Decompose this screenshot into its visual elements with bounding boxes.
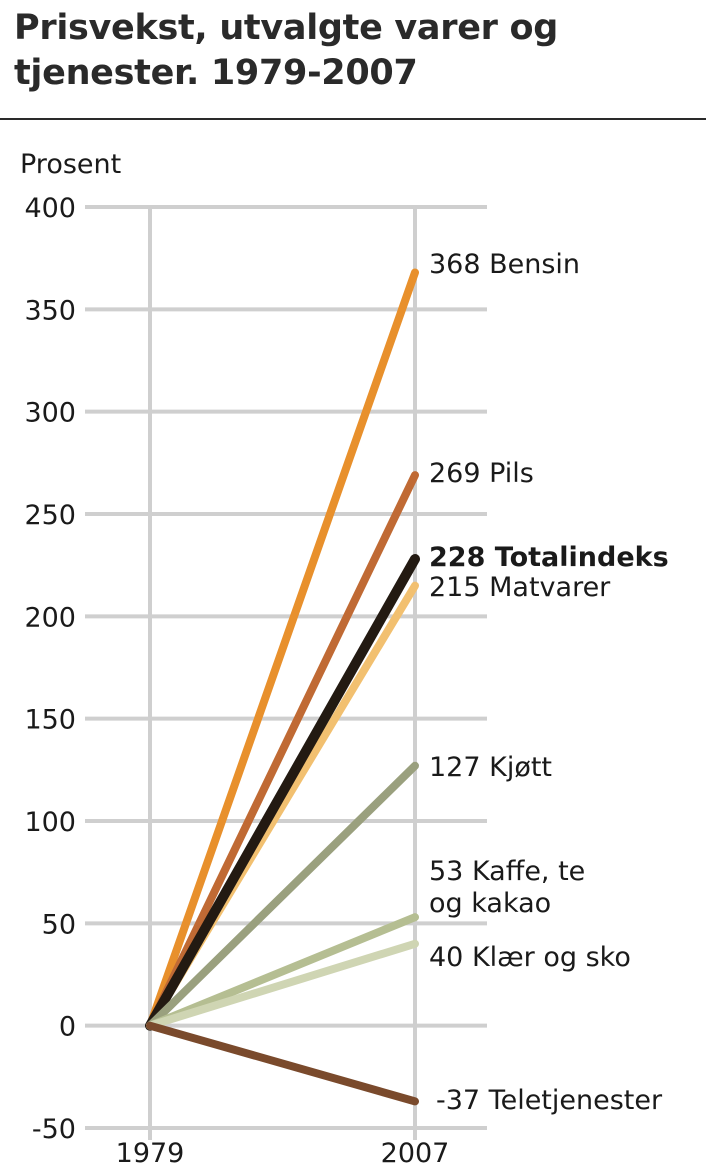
data-label-1-0: 269 Pils bbox=[429, 458, 534, 489]
series-line-6 bbox=[146, 939, 419, 1030]
series-line-0 bbox=[146, 268, 419, 1030]
data-label-7-0: -37 Teletjenester bbox=[436, 1085, 663, 1116]
title-divider bbox=[0, 118, 706, 120]
series-line-4 bbox=[146, 761, 419, 1030]
y-tick-label: 50 bbox=[42, 909, 76, 940]
series-line-5 bbox=[146, 913, 419, 1030]
data-label-6-0: 40 Klær og sko bbox=[429, 942, 631, 973]
y-tick-label: 150 bbox=[24, 705, 76, 736]
x-tick-label: 1979 bbox=[116, 1138, 185, 1169]
y-tick-label: 400 bbox=[24, 193, 76, 224]
chart-title-line-2: tjenester. 1979-2007 bbox=[14, 53, 418, 93]
y-tick-label: 350 bbox=[24, 295, 76, 326]
grid bbox=[85, 205, 487, 1140]
series-line-7 bbox=[146, 1021, 419, 1106]
y-tick-label: 200 bbox=[24, 602, 76, 633]
y-tick-label: 100 bbox=[24, 807, 76, 838]
y-tick-label: 300 bbox=[24, 398, 76, 429]
x-tick-label: 2007 bbox=[381, 1138, 450, 1169]
data-label-5-1: og kakao bbox=[429, 888, 551, 919]
y-tick-label: 0 bbox=[59, 1012, 76, 1043]
series-lines bbox=[145, 268, 420, 1106]
series-line-1 bbox=[146, 471, 419, 1030]
y-axis-label: Prosent bbox=[20, 149, 121, 180]
data-label-4-0: 127 Kjøtt bbox=[429, 752, 552, 783]
data-label-0-0: 368 Bensin bbox=[429, 249, 580, 280]
data-label-2-0: 215 Matvarer bbox=[429, 572, 611, 603]
chart-title: Prisvekst, utvalgte varer og tjenester. … bbox=[14, 6, 704, 96]
y-tick-label: -50 bbox=[32, 1114, 76, 1145]
data-label-5-0: 53 Kaffe, te bbox=[429, 856, 585, 887]
data-label-3-0: 228 Totalindeks bbox=[429, 542, 669, 573]
chart-title-line-1: Prisvekst, utvalgte varer og bbox=[14, 8, 558, 48]
y-tick-label: 250 bbox=[24, 500, 76, 531]
series-line-3 bbox=[145, 554, 420, 1031]
axis-labels: 400 350 300 250 200 150 100 50 0 -50 1979 2007 Prose… bbox=[20, 149, 449, 1169]
